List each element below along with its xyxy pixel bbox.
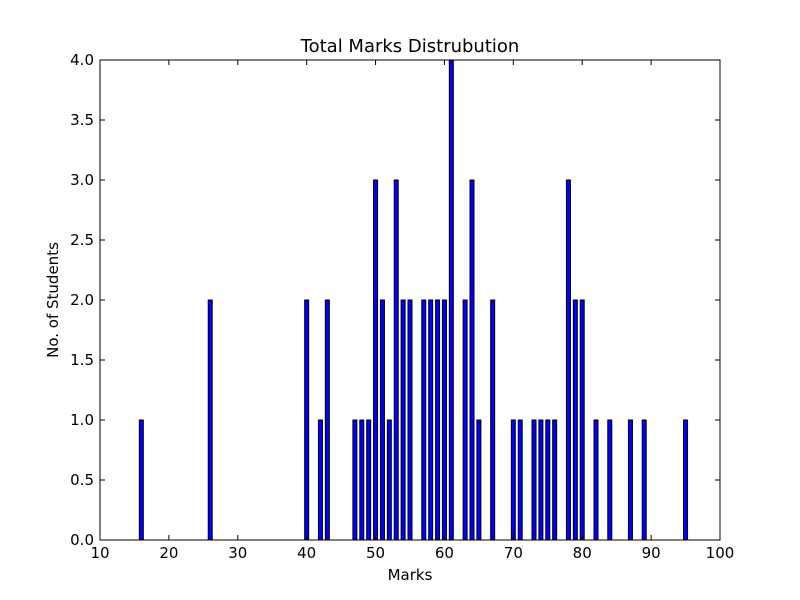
x-tick-label: 70 (504, 544, 523, 562)
bar-53 (393, 179, 399, 541)
bar-71 (517, 419, 523, 541)
bar-84 (607, 419, 613, 541)
bar-54 (400, 299, 406, 541)
bar-51 (379, 299, 385, 541)
bar-42 (317, 419, 323, 541)
bar-79 (572, 299, 578, 541)
bar-70 (510, 419, 516, 541)
x-tick-label: 40 (297, 544, 316, 562)
bar-78 (565, 179, 571, 541)
x-tick-label: 10 (90, 544, 109, 562)
bar-95 (683, 419, 689, 541)
bar-16 (138, 419, 144, 541)
bar-80 (579, 299, 585, 541)
x-tick-label: 60 (435, 544, 454, 562)
bar-40 (304, 299, 310, 541)
bar-75 (545, 419, 551, 541)
x-tick-label: 50 (366, 544, 385, 562)
bar-89 (641, 419, 647, 541)
bar-74 (538, 419, 544, 541)
bar-48 (359, 419, 365, 541)
bar-64 (469, 179, 475, 541)
bar-52 (386, 419, 392, 541)
bar-61 (448, 59, 454, 541)
bar-43 (324, 299, 330, 541)
y-tick-label: 3.5 (70, 111, 94, 129)
bar-50 (373, 179, 379, 541)
bar-65 (476, 419, 482, 541)
y-tick-label: 0.5 (70, 471, 94, 489)
y-axis-label: No. of Students (44, 242, 62, 358)
bar-76 (552, 419, 558, 541)
bar-67 (490, 299, 496, 541)
bar-49 (366, 419, 372, 541)
bar-26 (207, 299, 213, 541)
bar-47 (352, 419, 358, 541)
ticks: 10 20 30 40 50 60 70 80 90 100 0.0 0.5 1.0 1.5 2.0 2.5 3… (70, 51, 734, 562)
bar-82 (593, 419, 599, 541)
x-tick-label: 30 (228, 544, 247, 562)
y-tick-label: 1.5 (70, 351, 94, 369)
y-tick-label: 4.0 (70, 51, 94, 69)
chart-title: Total Marks Distrubution (300, 36, 520, 57)
x-tick-label: 100 (706, 544, 735, 562)
x-tick-label: 90 (642, 544, 661, 562)
y-tick-label: 3.0 (70, 171, 94, 189)
bar-55 (407, 299, 413, 541)
x-tick-label: 80 (573, 544, 592, 562)
bar-63 (462, 299, 468, 541)
y-tick-label: 2.0 (70, 291, 94, 309)
bar-87 (627, 419, 633, 541)
x-axis-label: Marks (388, 566, 433, 584)
bar-59 (435, 299, 441, 541)
x-tick-label: 20 (159, 544, 178, 562)
y-tick-label: 1.0 (70, 411, 94, 429)
bars (138, 59, 689, 541)
bar-73 (531, 419, 537, 541)
y-tick-label: 0.0 (70, 531, 94, 549)
bar-57 (421, 299, 427, 541)
y-tick-label: 2.5 (70, 231, 94, 249)
bar-60 (441, 299, 447, 541)
bar-58 (428, 299, 434, 541)
